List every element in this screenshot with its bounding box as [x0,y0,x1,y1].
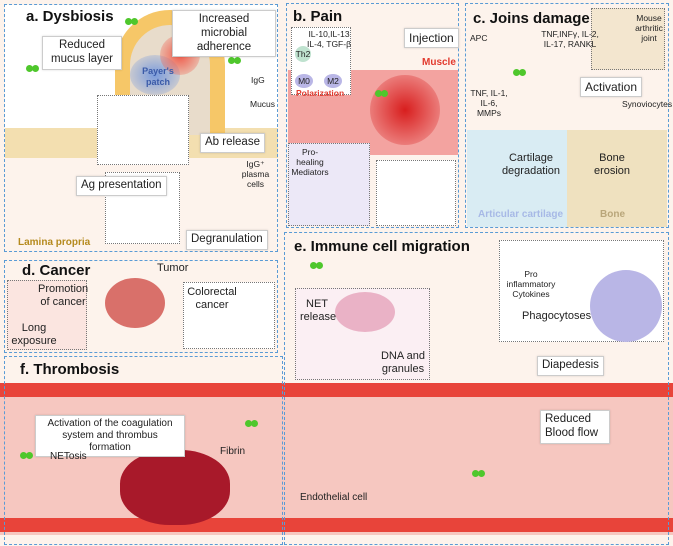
inset-mouse [376,160,456,226]
label-fibrin: Fibrin [220,446,246,457]
bone-area [567,130,667,227]
inset-mouse-joint [591,8,665,70]
panel-f-title: f. Thrombosis [20,361,120,378]
panel-e-title: e. Immune cell migration [294,238,470,255]
label-plasma-cells: IgG⁺ plasma cells [241,159,270,189]
net-neutrophil [335,292,395,332]
tumor [105,278,165,328]
label-lamina-propria: Lamina propria [18,237,91,248]
panel-thrombosis [4,356,283,545]
panel-cancer [4,260,278,353]
vessel-wall-top [0,383,673,397]
label-mediators: Pro-healing Mediators [291,147,329,177]
label-igg: IgG [251,75,265,85]
panel-a-title: a. Dysbiosis [26,8,114,25]
label-long-exposure: Long exposure [11,322,57,348]
inset-bacteria-contact [97,95,189,165]
particle-icon [228,57,242,64]
blood-vessel [0,383,673,535]
m0-cell: M0 [295,74,313,88]
label-synoviocytes: Synoviocytes [622,99,673,109]
label-tumor: Tumor [157,262,189,274]
label-muscle: Muscle [422,57,456,68]
label-injection: Injection [404,28,459,49]
label-activation: Activation [580,77,643,98]
label-microbial-adherence: Increased microbial adherence [172,10,276,58]
label-joint-cytokines-top: TNF,INFγ, IL-2, IL-17, RANKL [541,29,599,49]
label-bone-erosion: Bone erosion [593,152,631,178]
label-mucus: Mucus [250,99,276,109]
inset-promotion [7,280,87,350]
particle-icon [20,452,34,459]
panel-b-title: b. Pain [293,8,343,25]
particle-icon [375,90,389,97]
articular-cartilage-area [467,130,567,227]
label-diapedesis: Diapedesis [537,356,604,376]
inset-colorectal [183,282,275,349]
label-pain-cytokines: IL-10,IL-13 IL-4, TGF-β [307,29,351,49]
panel-dysbiosis [4,4,278,252]
label-polarization: Polarization [296,88,345,98]
m2-cell: M2 [324,74,342,88]
label-bone: Bone [600,209,625,220]
particle-icon [26,65,40,72]
label-dna-granules: DNA and granules [380,350,426,376]
panel-d-title: d. Cancer [22,262,91,279]
thrombus [120,450,230,525]
label-ag-presentation: Ag presentation [76,176,167,196]
label-ab-release: Ab release [200,133,265,153]
label-degranulation: Degranulation [186,230,268,250]
label-promotion: Promotion of cancer [38,283,89,309]
label-reduced-flow: Reduced Blood flow [540,410,610,444]
particle-icon [125,18,139,25]
label-mouse-joint: Mouse arthritic joint [635,13,663,43]
particle-icon [513,69,527,76]
inset-mediators [288,143,370,226]
panel-c-title: c. Joins damage [473,10,590,27]
label-phagocytoses: Phagocytoses [522,310,592,322]
label-endothelial: Endothelial cell [300,492,368,503]
panel-joints-damage [465,3,669,228]
label-netosis: NETosis [50,451,87,462]
panel-pain [286,3,459,228]
label-payers-patch: Payer's patch [142,66,174,87]
pain-glow [370,75,440,145]
label-pro-inflammatory: Pro inflammatory Cytokines [506,269,556,299]
label-net-release: NET release [300,298,337,324]
label-cartilage-degradation: Cartilage degradation [501,152,561,178]
label-joint-cytokines-left: TNF, IL-1, IL-6, MMPs [470,88,508,118]
label-colorectal: Colorectal cancer [187,286,237,312]
particle-icon [310,262,324,269]
particle-icon [245,420,259,427]
label-reduced-mucus: Reduced mucus layer [42,36,122,70]
label-apc: APC [470,33,488,43]
particle-icon [472,470,486,477]
label-coagulation: Activation of the coagulation system and… [35,415,185,457]
panel-immune-migration [284,232,669,545]
th2-cell: Th2 [295,46,311,62]
label-articular-cartilage: Articular cartilage [478,209,564,220]
macrophage [590,270,662,342]
